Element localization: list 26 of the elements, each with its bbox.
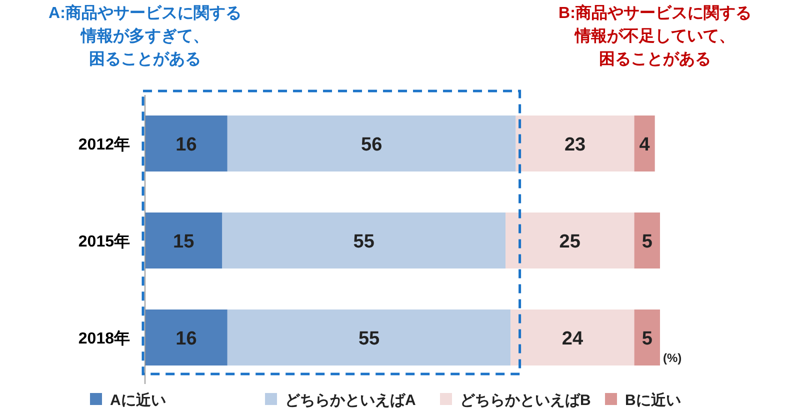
data-label: 5 [642, 232, 653, 252]
text: A:商品やサービスに関する [48, 4, 242, 22]
text: 情報が不足していて、 [574, 27, 735, 45]
legend-label: Bに近い [625, 392, 681, 409]
y-tick-label: 2015年 [78, 232, 130, 250]
y-tick-label: 2018年 [78, 330, 130, 348]
legend-label: Aに近い [110, 392, 166, 409]
data-label: 4 [639, 134, 650, 156]
legend-label: どちらかといえばA [285, 392, 416, 409]
text: (%) [663, 351, 682, 365]
data-label: 5 [642, 328, 653, 350]
data-label: 16 [176, 328, 197, 350]
data-label: 25 [559, 232, 581, 252]
data-label: 23 [564, 134, 586, 156]
data-label: 56 [361, 134, 382, 156]
data-label: 55 [353, 232, 375, 252]
text: 困ることがある [89, 51, 201, 68]
text: 情報が多すぎて、 [80, 27, 209, 45]
legend-label: どちらかといえばB [460, 392, 591, 409]
data-label: 55 [358, 328, 380, 350]
data-label: 15 [173, 232, 195, 252]
data-label: 24 [562, 328, 584, 350]
y-tick-label: 2012年 [78, 136, 130, 154]
data-label: 16 [176, 134, 197, 156]
text: B:商品やサービスに関する [558, 4, 752, 22]
text: 困ることがある [599, 51, 711, 68]
